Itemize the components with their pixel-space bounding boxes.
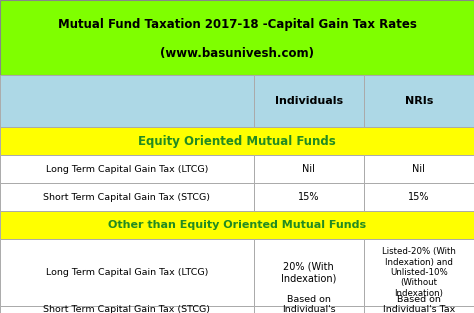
- Bar: [364, 306, 474, 313]
- Bar: [364, 155, 474, 183]
- Bar: [254, 155, 364, 183]
- Text: Nil: Nil: [412, 164, 425, 174]
- Text: Based on
Individual's
Tax Slab: Based on Individual's Tax Slab: [282, 295, 336, 313]
- Bar: [0, 127, 474, 155]
- Text: Mutual Fund Taxation 2017-18 -Capital Gain Tax Rates: Mutual Fund Taxation 2017-18 -Capital Ga…: [57, 18, 417, 30]
- Bar: [0, 239, 254, 306]
- Text: Short Term Capital Gain Tax (STCG): Short Term Capital Gain Tax (STCG): [43, 192, 210, 202]
- Bar: [254, 183, 364, 211]
- Text: Short Term Capital Gain Tax (STCG): Short Term Capital Gain Tax (STCG): [43, 305, 210, 313]
- Text: Listed-20% (With
Indexation) and
Unlisted-10%
(Without
Indexation): Listed-20% (With Indexation) and Unliste…: [382, 247, 456, 298]
- Text: Equity Oriented Mutual Funds: Equity Oriented Mutual Funds: [138, 135, 336, 147]
- Text: 15%: 15%: [408, 192, 429, 202]
- Text: 15%: 15%: [298, 192, 319, 202]
- Bar: [0, 306, 254, 313]
- Text: Nil: Nil: [302, 164, 315, 174]
- Bar: [254, 75, 364, 127]
- Bar: [0, 0, 474, 75]
- Bar: [364, 183, 474, 211]
- Text: Other than Equity Oriented Mutual Funds: Other than Equity Oriented Mutual Funds: [108, 220, 366, 230]
- Text: Long Term Capital Gain Tax (LTCG): Long Term Capital Gain Tax (LTCG): [46, 268, 208, 277]
- Text: NRIs: NRIs: [405, 96, 433, 106]
- Text: Long Term Capital Gain Tax (LTCG): Long Term Capital Gain Tax (LTCG): [46, 165, 208, 173]
- Text: 20% (With
Indexation): 20% (With Indexation): [281, 262, 336, 283]
- Text: (www.basunivesh.com): (www.basunivesh.com): [160, 48, 314, 60]
- Bar: [0, 183, 254, 211]
- Bar: [364, 239, 474, 306]
- Bar: [0, 75, 254, 127]
- Text: Individuals: Individuals: [274, 96, 343, 106]
- Bar: [0, 211, 474, 239]
- Bar: [0, 155, 254, 183]
- Text: Based on
Individual's Tax
Slab: Based on Individual's Tax Slab: [383, 295, 455, 313]
- Bar: [364, 75, 474, 127]
- Bar: [254, 306, 364, 313]
- Bar: [254, 239, 364, 306]
